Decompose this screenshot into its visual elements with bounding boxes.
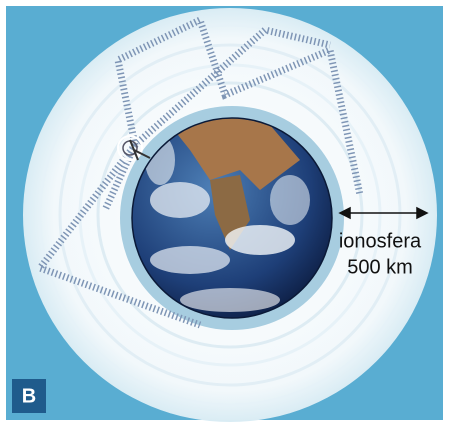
transmitter bbox=[117, 135, 151, 161]
panel-badge bbox=[12, 379, 46, 413]
earth-outline bbox=[131, 117, 333, 319]
layer-label: ionosfera bbox=[339, 230, 422, 252]
panel-label: B bbox=[22, 385, 36, 407]
distance-label: 500 km bbox=[347, 256, 413, 278]
radio-waves bbox=[34, 15, 364, 329]
distance-arrow bbox=[338, 206, 429, 220]
